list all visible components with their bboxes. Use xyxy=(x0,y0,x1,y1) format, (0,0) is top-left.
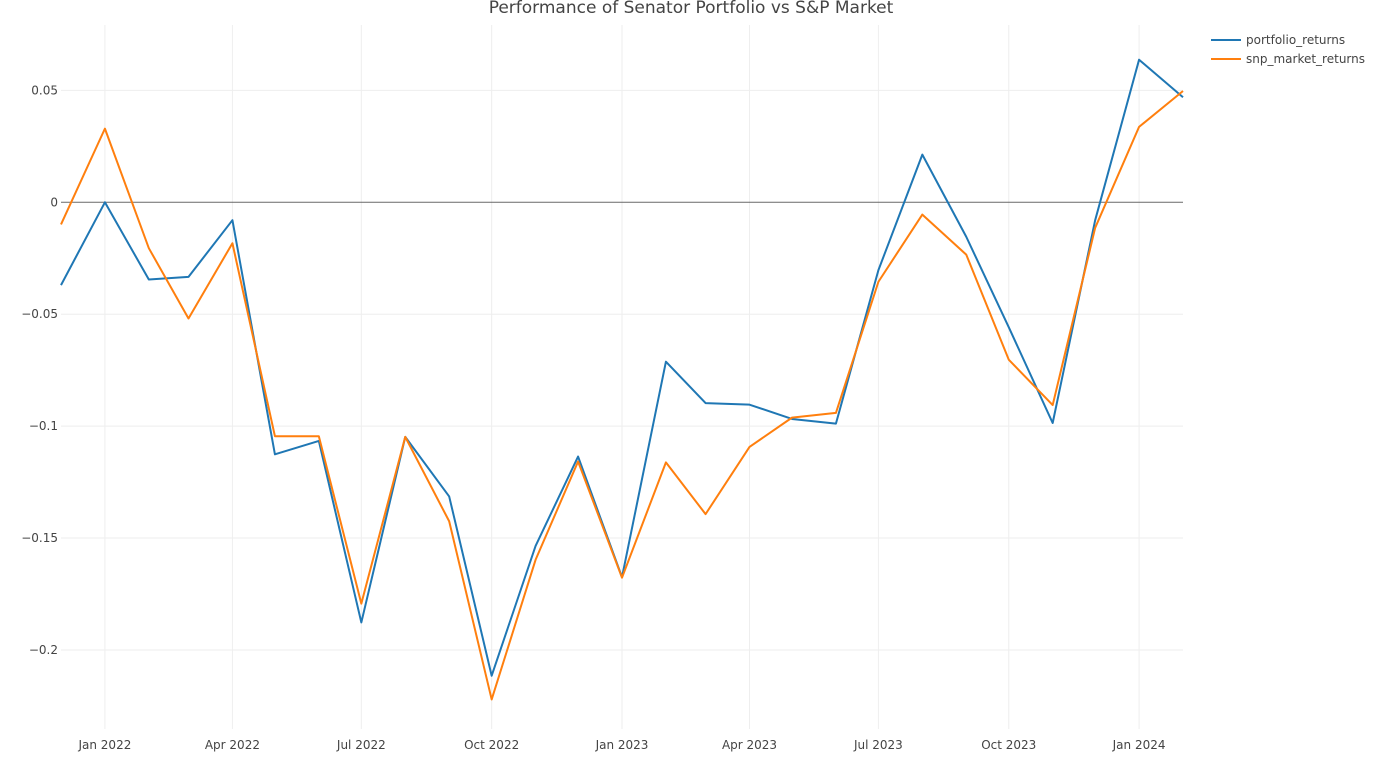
series-line-snp-market-returns[interactable] xyxy=(60,90,1184,701)
x-tick-label: Jan 2024 xyxy=(1112,738,1166,752)
legend[interactable]: portfolio_returns snp_market_returns xyxy=(1211,33,1365,66)
x-tick-label: Apr 2022 xyxy=(205,738,260,752)
x-tick-label: Jan 2022 xyxy=(77,738,131,752)
x-tick-label: Oct 2022 xyxy=(464,738,519,752)
legend-label: portfolio_returns xyxy=(1246,33,1345,47)
y-tick-label: −0.05 xyxy=(21,307,58,321)
chart-title: Performance of Senator Portfolio vs S&P … xyxy=(489,0,894,18)
legend-item-snp-market-returns[interactable]: snp_market_returns xyxy=(1211,52,1365,66)
legend-item-portfolio-returns[interactable]: portfolio_returns xyxy=(1211,33,1345,47)
y-tick-label: −0.15 xyxy=(21,531,58,545)
y-tick-label: −0.1 xyxy=(29,419,58,433)
x-tick-label: Jul 2023 xyxy=(853,738,903,752)
x-tick-label: Jul 2022 xyxy=(336,738,386,752)
x-tick-label: Oct 2023 xyxy=(981,738,1036,752)
series-lines xyxy=(60,58,1184,701)
grid xyxy=(61,25,1183,729)
y-tick-label: 0.05 xyxy=(31,83,58,97)
y-tick-label: 0 xyxy=(50,195,58,209)
x-tick-label: Jan 2023 xyxy=(595,738,649,752)
y-tick-label: −0.2 xyxy=(29,643,58,657)
x-tick-label: Apr 2023 xyxy=(722,738,777,752)
legend-label: snp_market_returns xyxy=(1246,52,1365,66)
axes: Jan 2022 Apr 2022 Jul 2022 Oct 2022 Jan 2023… xyxy=(21,83,1165,752)
